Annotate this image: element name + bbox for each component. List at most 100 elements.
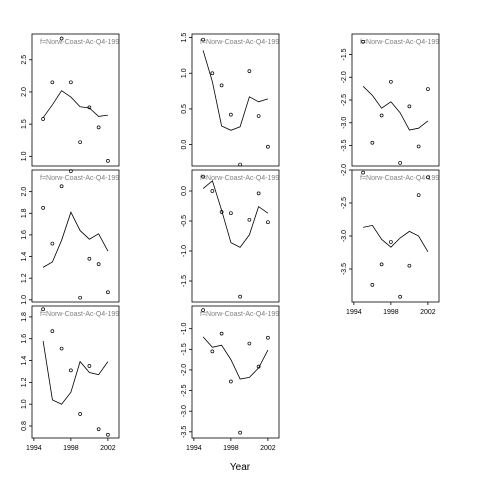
- x-tick-label: 1998: [383, 309, 399, 316]
- y-tick-label: 2.5: [21, 55, 28, 65]
- panel-frame: [31, 33, 120, 167]
- panel-frame: [31, 305, 120, 439]
- data-point: [87, 105, 92, 110]
- x-tick-label: 1998: [223, 445, 239, 452]
- data-point: [398, 160, 402, 165]
- panel-title: f=Norw-Coast-Ac-Q4-1995: [360, 175, 443, 182]
- x-tick-label: 1994: [26, 445, 42, 452]
- y-tick-label: 0.0: [181, 186, 188, 196]
- panel-3: f=Norw-Coast-Ac-Q4-1995 -3.5 -3.0 -2.5 -2.0 -…: [341, 33, 440, 167]
- data-point: [247, 69, 252, 73]
- y-tick-label: -1.0: [181, 323, 188, 335]
- data-point: [247, 217, 252, 222]
- data-point: [96, 427, 101, 432]
- y-tick-label: 1.0: [21, 399, 28, 409]
- data-point: [407, 104, 412, 109]
- y-tick-label: -2.0: [181, 364, 188, 376]
- y-tick-label: -2.0: [341, 71, 348, 83]
- y-tick-label: -1.5: [181, 275, 188, 287]
- y-tick-label: -3.5: [181, 426, 188, 438]
- panel-title: f=Norw-Coast-Ac-Q4-1995: [40, 175, 123, 182]
- data-point: [59, 184, 64, 189]
- data-point: [59, 346, 64, 351]
- series-line: [202, 50, 269, 131]
- panel-7: f=Norw-Coast-Ac-Q4-1995 0.8 1.0 1.2 1.4 1.6 1.…: [21, 305, 123, 452]
- data-point: [361, 39, 365, 44]
- data-point: [266, 335, 270, 340]
- y-tick-label: 1.5: [21, 119, 28, 129]
- series-line: [202, 336, 269, 380]
- data-point: [201, 37, 205, 42]
- series-line: [42, 90, 108, 118]
- y-tick-label: 1.4: [21, 356, 28, 366]
- y-tick-label: 0.8: [21, 421, 28, 431]
- panel-title: f=Norw-Coast-Ac-Q4-1995: [40, 311, 123, 318]
- y-tick-label: -1.5: [341, 48, 348, 60]
- y-tick-label: 1.2: [21, 377, 28, 387]
- y-tick-label: 1.0: [21, 151, 28, 161]
- series-line: [202, 180, 269, 248]
- data-point: [370, 282, 375, 287]
- data-point: [266, 220, 270, 225]
- series-line: [362, 86, 429, 131]
- data-point: [266, 144, 270, 149]
- panel-title: f=Norw-Coast-Ac-Q4-1995: [200, 311, 283, 318]
- data-point: [416, 193, 421, 197]
- data-point: [229, 112, 233, 117]
- y-tick-label: -3.5: [341, 263, 348, 275]
- data-point: [59, 36, 64, 41]
- y-tick-label: 1.5: [181, 33, 188, 43]
- x-tick-label: 2002: [420, 309, 436, 316]
- panel-frame: [191, 305, 280, 439]
- data-point: [78, 140, 82, 145]
- y-tick-label: 1.2: [21, 273, 28, 283]
- y-tick-label: 2.0: [21, 87, 28, 97]
- panel-frame: [191, 33, 280, 167]
- panel-title: f=Norw-Coast-Ac-Q4-1995: [200, 175, 283, 182]
- y-tick-label: 1.0: [21, 295, 28, 305]
- y-tick-label: -1.5: [181, 343, 188, 355]
- y-tick-label: 2.0: [21, 187, 28, 197]
- y-tick-label: 1.4: [21, 252, 28, 262]
- series-line: [363, 224, 429, 253]
- panel-title: f=Norw-Coast-Ac-Q4-1995: [40, 39, 123, 46]
- y-tick-label: 1.6: [21, 334, 28, 344]
- data-point: [50, 241, 55, 246]
- y-tick-label: 1.6: [21, 230, 28, 240]
- data-point: [69, 80, 73, 85]
- y-tick-label: 1.0: [181, 68, 188, 78]
- data-point: [201, 308, 205, 312]
- data-point: [50, 80, 55, 85]
- panel-1: f=Norw-Coast-Ac-Q4-1995 1.0 1.5 2.0 2.5: [21, 33, 123, 167]
- panel-5: f=Norw-Coast-Ac-Q4-1995 -1.5 -1.0 -0.5 0.0: [181, 169, 283, 303]
- data-point: [426, 87, 430, 91]
- y-tick-label: 1.8: [21, 312, 28, 322]
- y-tick-label: -3.0: [341, 230, 348, 242]
- y-tick-label: -3.0: [181, 405, 188, 417]
- y-tick-label: -2.5: [181, 384, 188, 396]
- data-point: [50, 329, 55, 333]
- data-point: [389, 79, 393, 84]
- data-point: [379, 262, 384, 267]
- x-tick-label: 1994: [346, 309, 362, 316]
- series-line: [42, 340, 109, 405]
- data-point: [201, 174, 205, 179]
- data-point: [238, 162, 242, 167]
- data-point: [69, 368, 73, 373]
- data-point: [210, 349, 215, 354]
- data-point: [106, 290, 110, 295]
- y-tick-label: -0.5: [181, 215, 188, 227]
- panel-8: f=Norw-Coast-Ac-Q4-1995 -3.5 -3.0 -2.5 -2.0 -…: [181, 305, 283, 452]
- data-point: [389, 240, 393, 244]
- data-point: [87, 256, 92, 261]
- data-point: [87, 364, 92, 368]
- x-axis-label: Year: [230, 462, 251, 473]
- data-point: [370, 140, 375, 145]
- x-tick-label: 1994: [186, 445, 202, 452]
- y-tick-label: -2.5: [341, 197, 348, 209]
- y-tick-label: -3.5: [341, 139, 348, 151]
- panel-title: f=Norw-Coast-Ac-Q4-1995: [200, 39, 283, 46]
- y-tick-label: 0.0: [181, 140, 188, 150]
- panel-frame: [191, 169, 280, 303]
